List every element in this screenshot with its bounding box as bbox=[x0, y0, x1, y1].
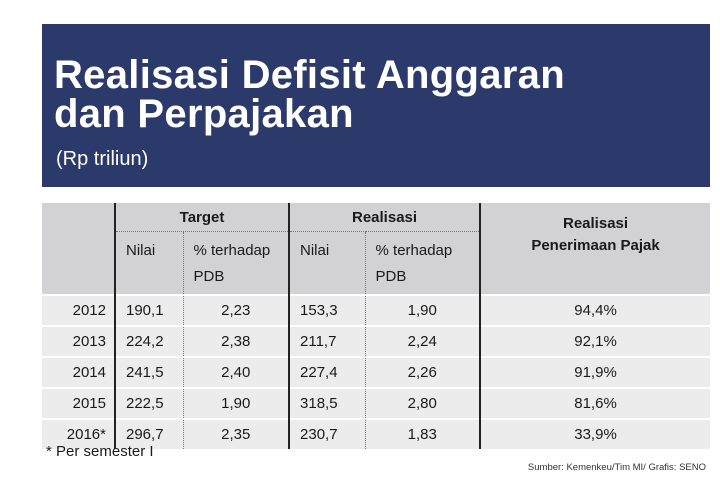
year-header-cell bbox=[42, 203, 115, 232]
realisasi-pdb-cell: 2,80 bbox=[364, 387, 481, 419]
target-nilai-cell: 241,5 bbox=[114, 356, 183, 388]
realisasi-pdb-cell: 2,26 bbox=[364, 356, 481, 388]
title-line-2: dan Perpajakan bbox=[54, 92, 354, 136]
pajak-header-line-1: Realisasi bbox=[563, 215, 629, 232]
table-row: 2014 241,5 2,40 227,4 2,26 91,9% bbox=[42, 356, 711, 388]
year-cell: 2012 bbox=[42, 294, 115, 326]
target-pdb-header-line-1: % terhadap bbox=[193, 242, 271, 259]
target-pdb-cell: 1,90 bbox=[182, 387, 290, 419]
footnote: * Per semester I bbox=[46, 443, 154, 460]
year-cell: 2016* bbox=[42, 418, 115, 449]
target-pdb-header-line-2: PDB bbox=[193, 268, 225, 285]
target-pdb-cell: 2,40 bbox=[182, 356, 290, 388]
realisasi-pdb-header-line-1: % terhadap bbox=[375, 242, 453, 259]
pajak-cell: 94,4% bbox=[479, 294, 711, 326]
header-row-sub: Nilai % terhadap PDB Nilai % terhadap PD… bbox=[42, 231, 710, 295]
realisasi-pdb-cell: 1,90 bbox=[364, 294, 481, 326]
title-banner: Realisasi Defisit Anggaran dan Perpajaka… bbox=[42, 24, 710, 187]
realisasi-nilai-cell: 153,3 bbox=[288, 294, 366, 326]
pajak-cell: 33,9% bbox=[479, 418, 711, 449]
pajak-cell: 91,9% bbox=[479, 356, 711, 388]
target-nilai-cell: 222,5 bbox=[114, 387, 183, 419]
realisasi-pdb-header-line-2: PDB bbox=[375, 268, 407, 285]
year-header-cell-2 bbox=[42, 231, 115, 295]
unit-subtitle: (Rp triliun) bbox=[56, 148, 149, 170]
target-nilai-cell: 224,2 bbox=[114, 325, 183, 357]
header-row-groups: Target Realisasi Realisasi Penerimaan Pa… bbox=[42, 203, 711, 295]
target-nilai-cell: 296,7 bbox=[114, 418, 183, 449]
title-line-1: Realisasi Defisit Anggaran bbox=[54, 53, 565, 97]
deficit-table: Target Realisasi Realisasi Penerimaan Pa… bbox=[42, 203, 711, 449]
realisasi-pdb-cell: 2,24 bbox=[364, 325, 481, 357]
table-row: 2013 224,2 2,38 211,7 2,24 92,1% bbox=[42, 325, 711, 357]
page-title: Realisasi Defisit Anggaran dan Perpajaka… bbox=[54, 53, 565, 136]
realisasi-nilai-cell: 227,4 bbox=[288, 356, 366, 388]
year-cell: 2014 bbox=[42, 356, 115, 388]
realisasi-pdb-header: % terhadap PDB bbox=[364, 231, 481, 295]
table-row: 2015 222,5 1,90 318,5 2,80 81,6% bbox=[42, 387, 711, 419]
table-row: 2016* 296,7 2,35 230,7 1,83 33,9% bbox=[42, 418, 711, 449]
source-credit: Sumber: Kemenkeu/Tim MI/ Grafis: SENO bbox=[527, 462, 706, 473]
target-pdb-cell: 2,23 bbox=[182, 294, 290, 326]
pajak-cell: 92,1% bbox=[479, 325, 711, 357]
target-nilai-header: Nilai bbox=[114, 231, 183, 295]
realisasi-nilai-cell: 318,5 bbox=[288, 387, 366, 419]
realisasi-pdb-cell: 1,83 bbox=[364, 418, 481, 449]
realisasi-nilai-cell: 211,7 bbox=[288, 325, 366, 357]
target-pdb-cell: 2,35 bbox=[182, 418, 290, 449]
realisasi-nilai-cell: 230,7 bbox=[288, 418, 366, 449]
target-pdb-header: % terhadap PDB bbox=[182, 231, 290, 295]
target-nilai-cell: 190,1 bbox=[114, 294, 183, 326]
pajak-header-line-2: Penerimaan Pajak bbox=[531, 237, 660, 254]
pajak-cell: 81,6% bbox=[479, 387, 711, 419]
pajak-header: Realisasi Penerimaan Pajak bbox=[479, 203, 711, 295]
target-pdb-cell: 2,38 bbox=[182, 325, 290, 357]
year-cell: 2013 bbox=[42, 325, 115, 357]
realisasi-nilai-header: Nilai bbox=[288, 231, 366, 295]
table-row: 2012 190,1 2,23 153,3 1,90 94,4% bbox=[42, 294, 711, 326]
target-header: Target bbox=[113, 203, 290, 232]
realisasi-header: Realisasi bbox=[288, 203, 481, 232]
year-cell: 2015 bbox=[42, 387, 115, 419]
